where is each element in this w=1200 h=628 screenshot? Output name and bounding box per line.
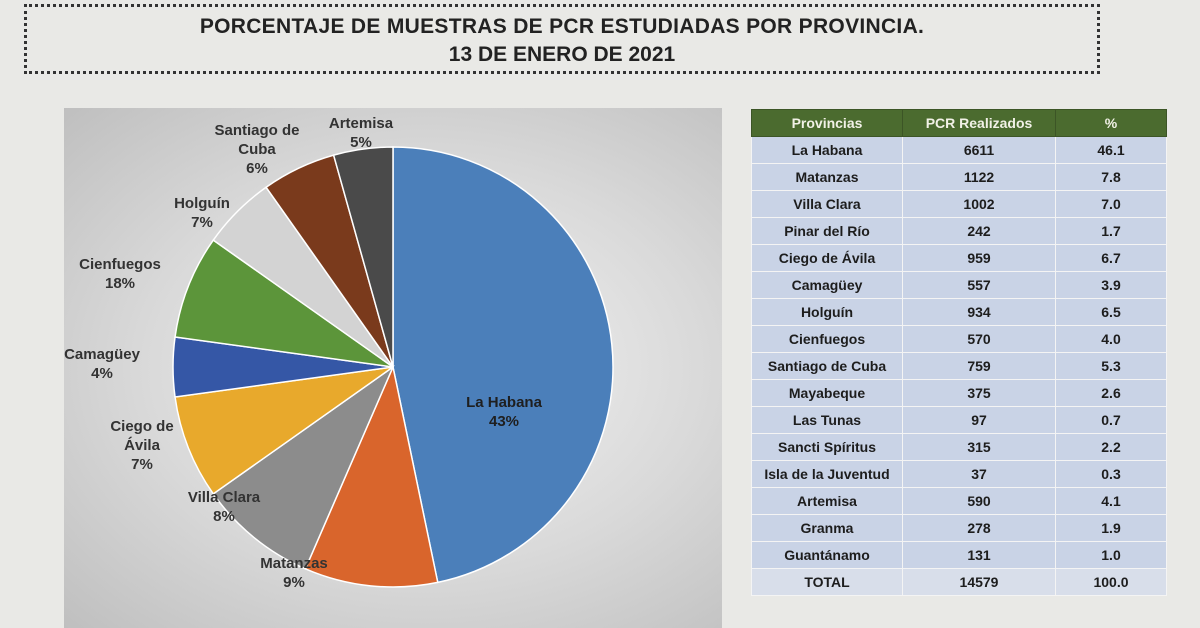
cell-percent: 2.6 xyxy=(1055,379,1167,407)
cell-pcr: 6611 xyxy=(902,136,1056,164)
cell-percent: 6.7 xyxy=(1055,244,1167,272)
pie-label-cienfuegos: Cienfuegos 18% xyxy=(79,256,161,292)
cell-percent: 0.7 xyxy=(1055,406,1167,434)
cell-province: Sancti Spíritus xyxy=(751,433,903,461)
cell-province: Ciego de Ávila xyxy=(751,244,903,272)
pcr-table: Provincias PCR Realizados % La Habana 661… xyxy=(751,109,1167,596)
table-row: Villa Clara 1002 7.0 xyxy=(751,190,1167,218)
table-row: Holguín 934 6.5 xyxy=(751,298,1167,326)
cell-province: Cienfuegos xyxy=(751,325,903,353)
cell-percent: 1.9 xyxy=(1055,514,1167,542)
cell-province: Villa Clara xyxy=(751,190,903,218)
cell-percent: 100.0 xyxy=(1055,568,1167,596)
cell-province: La Habana xyxy=(751,136,903,164)
table-row: Isla de la Juventud 37 0.3 xyxy=(751,460,1167,488)
table-row: Ciego de Ávila 959 6.7 xyxy=(751,244,1167,272)
cell-pcr: 590 xyxy=(902,487,1056,515)
cell-pcr: 131 xyxy=(902,541,1056,569)
header-provincias: Provincias xyxy=(751,109,903,137)
cell-province: Granma xyxy=(751,514,903,542)
cell-pcr: 959 xyxy=(902,244,1056,272)
cell-percent: 5.3 xyxy=(1055,352,1167,380)
title-box: PORCENTAJE DE MUESTRAS DE PCR ESTUDIADAS… xyxy=(24,4,1100,74)
pie-label-camag-ey: Camagüey 4% xyxy=(64,346,141,382)
cell-pcr: 375 xyxy=(902,379,1056,407)
cell-province: Las Tunas xyxy=(751,406,903,434)
pie-label-la-habana: La Habana 43% xyxy=(466,394,543,430)
cell-percent: 1.7 xyxy=(1055,217,1167,245)
cell-pcr: 14579 xyxy=(902,568,1056,596)
cell-percent: 3.9 xyxy=(1055,271,1167,299)
table-row: Santiago de Cuba 759 5.3 xyxy=(751,352,1167,380)
pie-slice-artemisa xyxy=(332,146,394,368)
table-row: Guantánamo 131 1.0 xyxy=(751,541,1167,569)
cell-percent: 7.0 xyxy=(1055,190,1167,218)
table-row: Las Tunas 97 0.7 xyxy=(751,406,1167,434)
cell-pcr: 1002 xyxy=(902,190,1056,218)
cell-province: Matanzas xyxy=(751,163,903,191)
table-row: Sancti Spíritus 315 2.2 xyxy=(751,433,1167,461)
pie-chart: La Habana 43% Matanzas 9% Villa Clara 8% Ciego… xyxy=(64,115,614,591)
cell-percent: 4.0 xyxy=(1055,325,1167,353)
header-pcr: PCR Realizados xyxy=(902,109,1056,137)
table-header-row: Provincias PCR Realizados % xyxy=(751,109,1167,137)
cell-pcr: 570 xyxy=(902,325,1056,353)
cell-pcr: 557 xyxy=(902,271,1056,299)
cell-province: Artemisa xyxy=(751,487,903,515)
cell-pcr: 315 xyxy=(902,433,1056,461)
cell-province: Guantánamo xyxy=(751,541,903,569)
table-row: Cienfuegos 570 4.0 xyxy=(751,325,1167,353)
cell-pcr: 37 xyxy=(902,460,1056,488)
cell-province: Santiago de Cuba xyxy=(751,352,903,380)
table-row: Pinar del Río 242 1.7 xyxy=(751,217,1167,245)
cell-percent: 7.8 xyxy=(1055,163,1167,191)
chart-title: PORCENTAJE DE MUESTRAS DE PCR ESTUDIADAS… xyxy=(199,15,925,38)
pie-slice-cienfuegos xyxy=(174,239,394,368)
table-row: Granma 278 1.9 xyxy=(751,514,1167,542)
cell-province: TOTAL xyxy=(751,568,903,596)
cell-pcr: 242 xyxy=(902,217,1056,245)
pie-slice-la-habana xyxy=(392,146,614,584)
pie-slice-ciego-de-vila xyxy=(174,366,394,495)
cell-province: Holguín xyxy=(751,298,903,326)
pie-chart-panel: La Habana 43% Matanzas 9% Villa Clara 8% Ciego… xyxy=(64,108,722,628)
pie-label-ciego-de-vila: Ciego de Ávila 7% xyxy=(110,418,173,473)
pie-label-holgu-n: Holguín 7% xyxy=(174,195,230,231)
cell-pcr: 278 xyxy=(902,514,1056,542)
chart-date: 13 DE ENERO DE 2021 xyxy=(448,43,676,66)
cell-percent: 4.1 xyxy=(1055,487,1167,515)
pie-slice-matanzas xyxy=(304,364,439,588)
table-total-row: TOTAL 14579 100.0 xyxy=(751,568,1167,596)
cell-pcr: 759 xyxy=(902,352,1056,380)
table-row: La Habana 6611 46.1 xyxy=(751,136,1167,164)
header-percent: % xyxy=(1055,109,1167,137)
cell-percent: 46.1 xyxy=(1055,136,1167,164)
cell-province: Isla de la Juventud xyxy=(751,460,903,488)
table-row: Camagüey 557 3.9 xyxy=(751,271,1167,299)
cell-percent: 6.5 xyxy=(1055,298,1167,326)
cell-percent: 2.2 xyxy=(1055,433,1167,461)
cell-province: Camagüey xyxy=(751,271,903,299)
pie-slice-villa-clara xyxy=(212,364,395,570)
cell-percent: 1.0 xyxy=(1055,541,1167,569)
cell-pcr: 97 xyxy=(902,406,1056,434)
cell-pcr: 1122 xyxy=(902,163,1056,191)
pie-label-matanzas: Matanzas 9% xyxy=(260,555,328,591)
pie-label-villa-clara: Villa Clara 8% xyxy=(188,489,261,525)
cell-percent: 0.3 xyxy=(1055,460,1167,488)
cell-province: Pinar del Río xyxy=(751,217,903,245)
table-row: Matanzas 1122 7.8 xyxy=(751,163,1167,191)
pie-label-artemisa: Artemisa 5% xyxy=(329,115,394,151)
table-row: Mayabeque 375 2.6 xyxy=(751,379,1167,407)
pie-label-santiago-de-cuba: Santiago de Cuba 6% xyxy=(214,122,299,177)
table-row: Artemisa 590 4.1 xyxy=(751,487,1167,515)
cell-province: Mayabeque xyxy=(751,379,903,407)
cell-pcr: 934 xyxy=(902,298,1056,326)
